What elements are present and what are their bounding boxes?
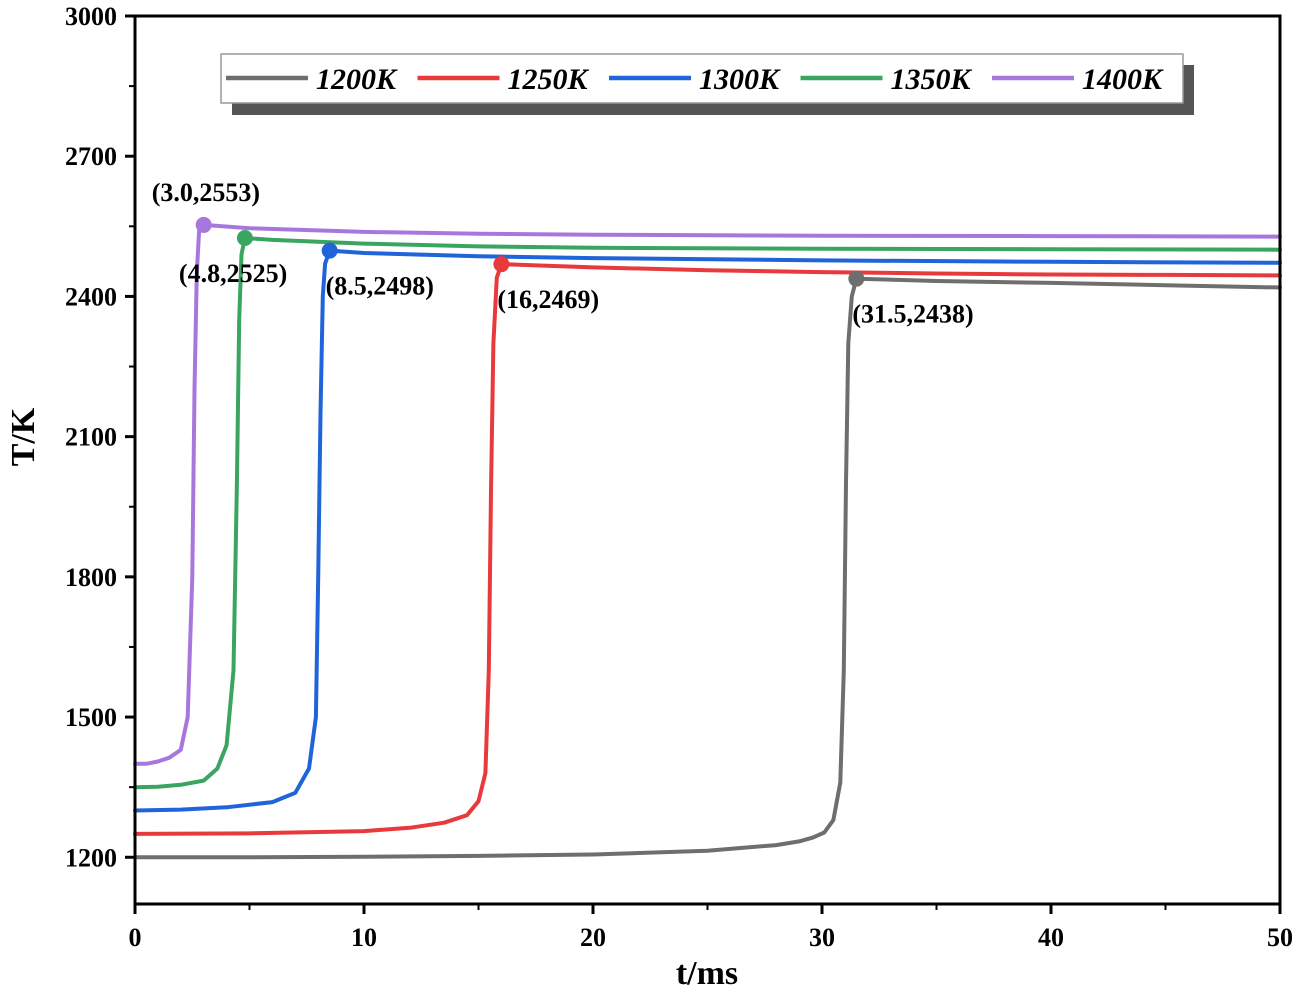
peak-marker <box>236 230 253 246</box>
x-tick-label: 30 <box>809 923 835 952</box>
legend-label: 1300K <box>699 63 781 96</box>
peak-annotation: (31.5,2438) <box>852 300 973 329</box>
x-tick-label: 0 <box>129 923 142 952</box>
series-line-1250k <box>133 262 1282 836</box>
y-tick-label: 2400 <box>65 282 117 311</box>
annotation-layer: (3.0,2553) (4.8,2525) (8.5,2498) (16,2469) (… <box>152 178 974 329</box>
x-tick-label: 50 <box>1267 923 1293 952</box>
y-tick-label: 2100 <box>65 423 117 452</box>
legend-label: 1200K <box>316 63 398 96</box>
peak-annotation: (16,2469) <box>497 285 599 314</box>
peak-marker <box>321 242 338 259</box>
legend: 1200K 1250K 1300K 1350K 1400K <box>220 53 1194 115</box>
x-tick-label: 10 <box>351 923 377 952</box>
peak-marker <box>493 256 510 273</box>
legend-label: 1400K <box>1082 63 1164 96</box>
y-tick-label: 2700 <box>65 142 117 171</box>
legend-items: 1200K 1250K 1300K 1350K 1400K <box>226 63 1164 96</box>
y-tick-label: 1200 <box>65 843 117 872</box>
peak-marker <box>848 270 865 287</box>
series-line-1200k <box>133 276 1282 860</box>
x-tick-label: 40 <box>1038 923 1064 952</box>
series-line-1300k <box>133 248 1282 813</box>
peak-marker <box>195 216 212 233</box>
legend-label: 1250K <box>508 63 590 96</box>
y-tick-label: 1500 <box>65 703 117 732</box>
x-axis-title: t/ms <box>676 955 738 990</box>
peak-annotation: (8.5,2498) <box>326 272 434 301</box>
series-line-1350k <box>133 236 1282 790</box>
legend-label: 1350K <box>891 63 973 96</box>
axis-layer: 0 10 20 30 40 50 1200 1500 1800 2100 2400 2700 3000 <box>65 2 1293 952</box>
series-layer <box>133 222 1282 860</box>
y-axis-title: T/K <box>5 407 42 466</box>
marker-layer <box>195 216 865 287</box>
peak-annotation: (3.0,2553) <box>152 178 260 207</box>
y-tick-label: 1800 <box>65 563 117 592</box>
series-line-1400k <box>133 222 1282 766</box>
x-tick-label: 20 <box>580 923 606 952</box>
y-tick-label: 3000 <box>65 2 117 31</box>
peak-annotation: (4.8,2525) <box>179 259 287 288</box>
